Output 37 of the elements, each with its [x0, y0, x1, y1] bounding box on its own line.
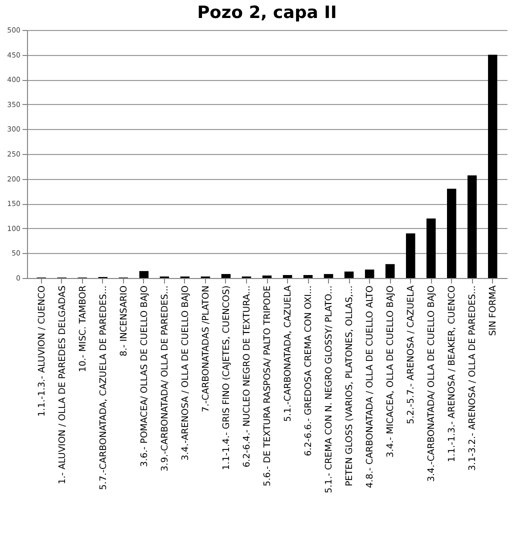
- x-tick-label: 8.- INCENSARIO: [119, 286, 130, 356]
- x-tick-label: 4.8.- CARBONATADA / OLLA DE CUELLO ALTO: [366, 286, 376, 488]
- bar: [447, 188, 456, 278]
- x-tick-label: 5.2.-5.7.- ARENOSA / CAZUELA: [406, 284, 417, 424]
- x-tick-label: 3.9.-CARBONATADA/ OLLA DE PAREDES...: [160, 286, 170, 472]
- x-tick-label: 10.- MISC. TAMBOR: [78, 286, 88, 372]
- x-tick-label: 5.1.- CREMA CON N. NEGRO GLOSSY/ PLATO...: [324, 286, 335, 494]
- x-tick-label: 1.1-1.4.- GRIS FINO (CAJETES, CUENCOS): [222, 286, 232, 470]
- x-tick-label: 1.- ALUVION / OLLA DE PAREDES DELGADAS: [58, 285, 68, 484]
- x-tick-label: 3.4.-ARENOSA / OLLA DE CUELLO BAJO: [180, 286, 191, 461]
- bar: [364, 270, 374, 278]
- bar: [282, 275, 292, 278]
- x-tick-label: 5.6.- DE TEXTURA RASPOSA/ PALTO TRIPODE: [263, 285, 273, 486]
- x-tick-label: 3.1-3.2.- ARENOSA / OLLA DE PAREDES...: [468, 286, 478, 471]
- bar: [468, 175, 477, 278]
- bar: [426, 218, 436, 278]
- x-tick-label: 3.6.- POMACEA/ OLLAS DE CUELLO BAJO: [140, 286, 150, 467]
- bar: [303, 275, 313, 278]
- x-tick-label: 5.7.-CARBONATADA, CAZUELA DE PAREDES...: [98, 286, 109, 490]
- bar: [324, 274, 334, 278]
- x-tick-label: 1.1.-1.3.- ALUVION / CUENCO: [37, 286, 48, 417]
- x-tick-label: 7.-CARBONATADAS /PLATON: [201, 286, 212, 412]
- x-tick-label: 6.2-6.6.- GREDOSA CREMA CON OXI...: [304, 286, 314, 456]
- bar: [406, 233, 416, 278]
- bar: [385, 264, 395, 278]
- bar: [488, 54, 498, 278]
- bar: [139, 271, 149, 278]
- x-tick-label: SIN FORMA: [488, 284, 499, 336]
- x-tick-label: 3.4.-CARBONATADA/ OLLA DE CUELLO BAJO: [427, 286, 438, 482]
- x-tick-label: PETEN GLOSS (VARIOS, PLATONES, OLLAS,...: [345, 286, 356, 486]
- x-tick-label: 1.1.-1.3.- ARENOSA / BEAKER, CUENCO: [448, 286, 458, 462]
- x-tick-label: 6.2-6.4.- NUCLEO NEGRO DE TEXTURA...: [242, 286, 252, 468]
- chart-title: Pozo 2, capa II: [197, 3, 337, 23]
- x-tick-label: 3.4.- MICACEA, OLLA DE CUELLO BAJO: [386, 286, 396, 458]
- x-tick-label: 5.1.-CARBONATADA, CAZUELA: [284, 284, 294, 422]
- bar: [221, 274, 231, 278]
- bar: [344, 272, 354, 278]
